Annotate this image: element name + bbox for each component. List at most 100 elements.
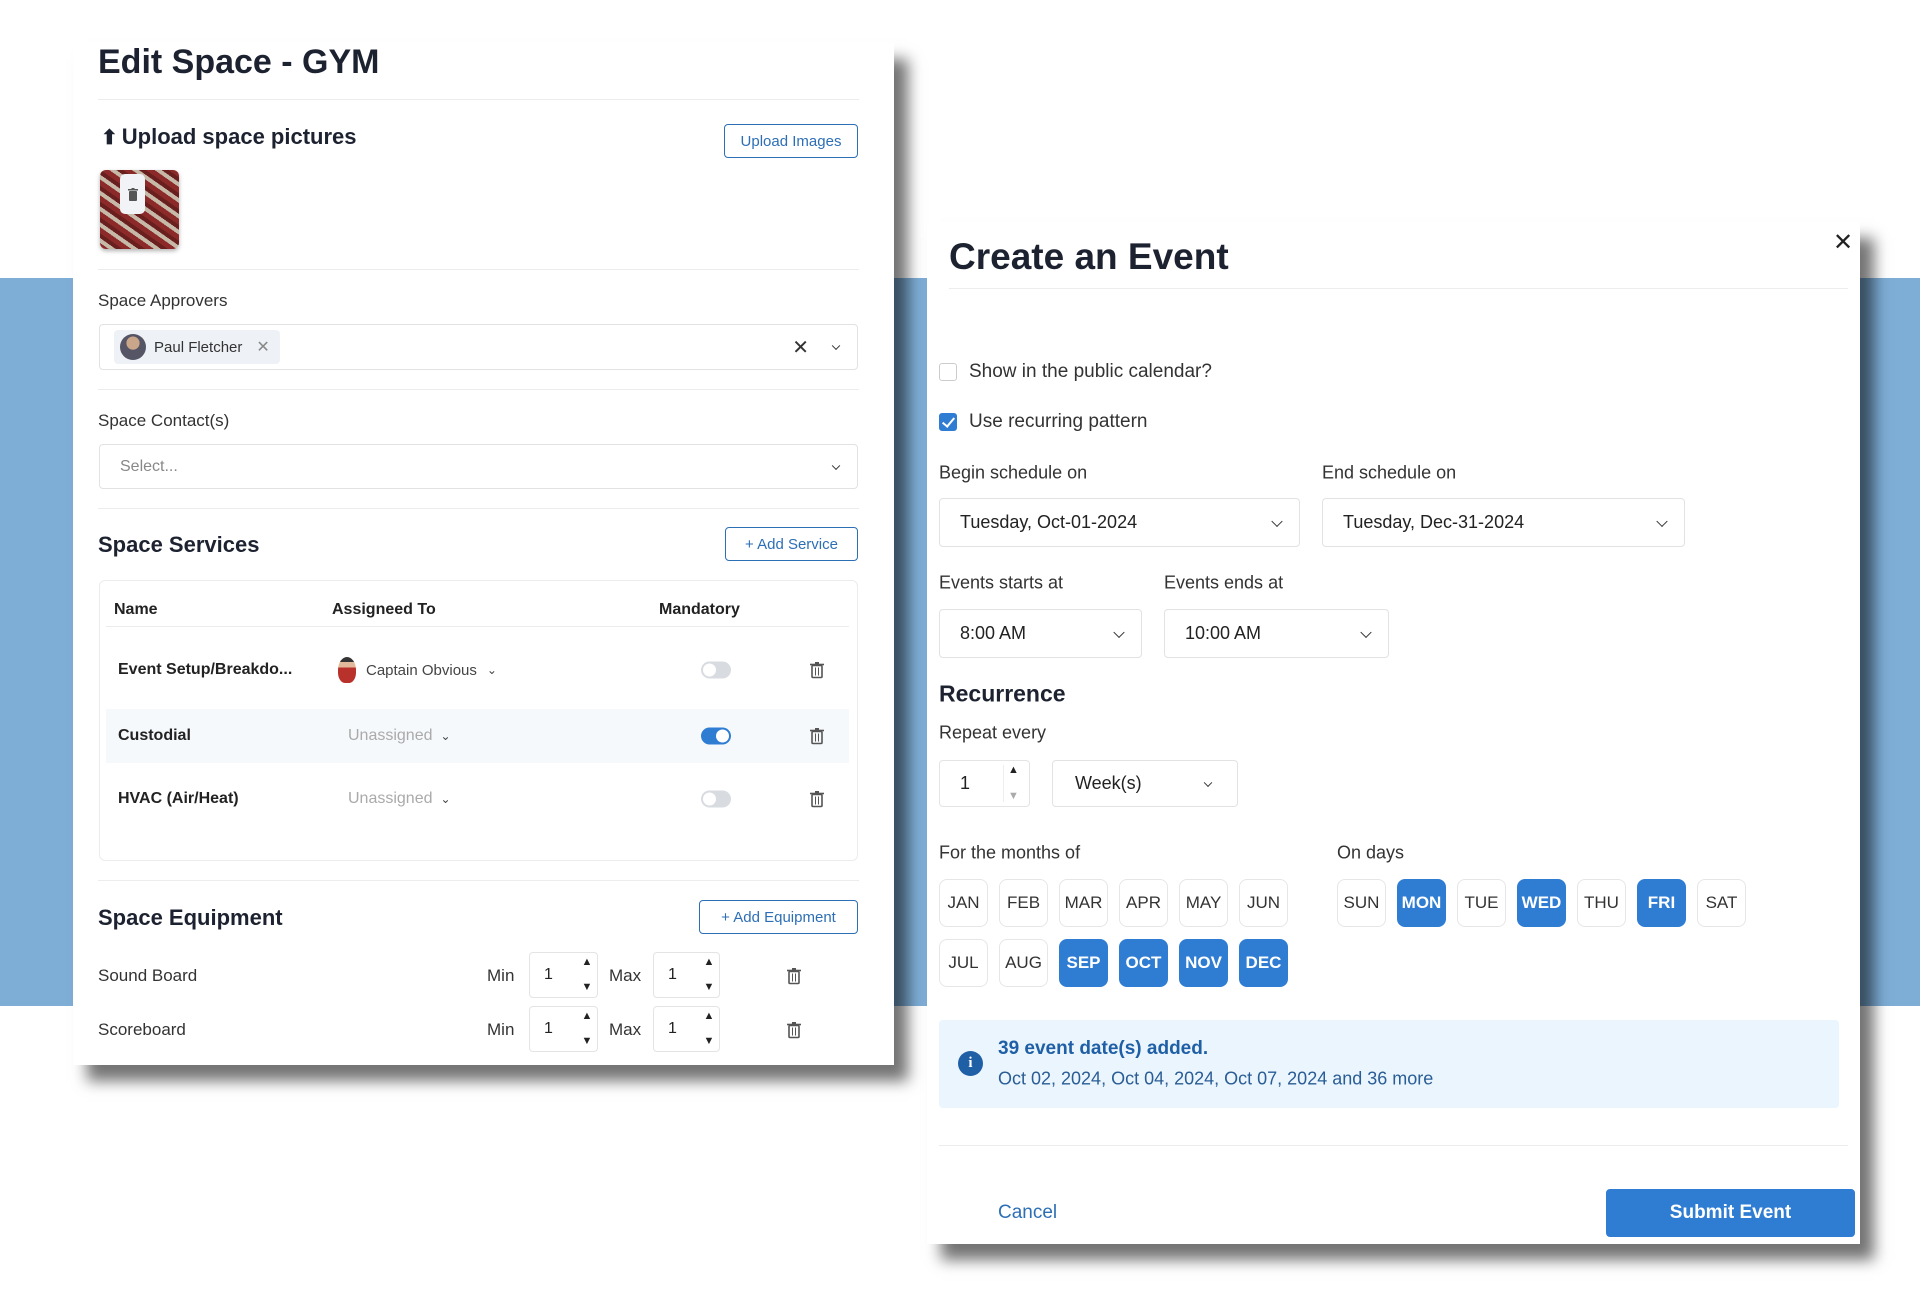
month-button-oct[interactable]: OCT [1119,939,1168,987]
month-button-jun[interactable]: JUN [1239,879,1288,927]
chevron-down-icon[interactable] [831,461,841,470]
min-stepper[interactable]: 1 ▲ ▼ [529,1006,598,1052]
recurring-label: Use recurring pattern [969,411,1148,432]
increment-icon[interactable]: ▲ [581,956,593,968]
service-name: HVAC (Air/Heat) [118,790,239,807]
month-button-nov[interactable]: NOV [1179,939,1228,987]
mandatory-toggle[interactable] [701,661,731,679]
max-stepper[interactable]: 1 ▲ ▼ [653,952,720,998]
assignee-dropdown[interactable]: Captain Obvious ⌄ [338,657,497,683]
decrement-icon[interactable]: ▼ [703,981,715,993]
mandatory-toggle[interactable] [701,790,731,808]
clear-icon[interactable]: ✕ [792,336,809,359]
chevron-down-icon [1360,626,1372,638]
services-heading: Space Services [98,532,260,557]
month-button-apr[interactable]: APR [1119,879,1168,927]
contacts-label: Space Contact(s) [98,411,230,430]
decrement-icon[interactable]: ▼ [581,1035,593,1047]
submit-event-button[interactable]: Submit Event [1606,1189,1855,1237]
month-button-sep[interactable]: SEP [1059,939,1108,987]
max-label: Max [609,1020,642,1039]
day-button-tue[interactable]: TUE [1457,879,1506,927]
recurrence-heading: Recurrence [939,680,1066,707]
info-title: 39 event date(s) added. [998,1038,1209,1059]
equipment-row: Scoreboard Min 1 ▲ ▼ Max 1 ▲ ▼ [73,1006,894,1054]
chevron-down-icon [1271,515,1283,527]
recurring-checkbox[interactable] [939,413,957,431]
decrement-icon[interactable]: ▼ [581,981,593,993]
day-button-wed[interactable]: WED [1517,879,1566,927]
column-header-assigned: Assigneed To [332,601,436,618]
assignee-dropdown[interactable]: Unassigned ⌄ [348,790,451,807]
increment-icon[interactable]: ▲ [581,1010,593,1022]
chevron-down-icon [1113,626,1125,638]
table-row: Event Setup/Breakdo... Captain Obvious ⌄ [106,643,849,697]
trash-icon[interactable] [810,728,824,745]
month-button-aug[interactable]: AUG [999,939,1048,987]
equipment-name: Scoreboard [98,1020,186,1039]
chevron-down-icon: ⌄ [440,792,451,806]
approvers-label: Space Approvers [98,291,228,310]
max-stepper[interactable]: 1 ▲ ▼ [653,1006,720,1052]
month-button-may[interactable]: MAY [1179,879,1228,927]
day-button-sat[interactable]: SAT [1697,879,1746,927]
table-row: HVAC (Air/Heat) Unassigned ⌄ [106,772,849,826]
delete-picture-button[interactable] [120,174,145,214]
increment-icon[interactable]: ▲ [703,956,715,968]
remove-approver-icon[interactable]: ✕ [256,339,270,356]
service-name: Custodial [118,727,191,744]
month-button-dec[interactable]: DEC [1239,939,1288,987]
repeat-unit-select[interactable]: Week(s) [1052,760,1238,807]
avatar [338,657,356,683]
info-detail: Oct 02, 2024, Oct 04, 2024, Oct 07, 2024… [998,1068,1434,1089]
public-calendar-checkbox[interactable] [939,363,957,381]
info-icon: i [958,1051,983,1076]
public-calendar-label: Show in the public calendar? [969,361,1212,382]
min-label: Min [487,966,515,985]
equipment-row: Sound Board Min 1 ▲ ▼ Max 1 ▲ ▼ [73,952,894,1000]
increment-icon[interactable]: ▲ [1008,764,1019,776]
trash-icon[interactable] [810,791,824,808]
upload-images-button[interactable]: Upload Images [724,124,858,158]
increment-icon[interactable]: ▲ [703,1010,715,1022]
ends-label: Events ends at [1164,572,1284,593]
decrement-icon[interactable]: ▼ [703,1035,715,1047]
month-button-mar[interactable]: MAR [1059,879,1108,927]
trash-icon[interactable] [787,968,801,985]
decrement-icon[interactable]: ▼ [1008,790,1019,802]
min-stepper[interactable]: 1 ▲ ▼ [529,952,598,998]
approver-chip: Paul Fletcher ✕ [114,330,280,364]
end-time-select[interactable]: 10:00 AM [1164,609,1389,658]
modal-title: Create an Event [949,236,1229,277]
trash-icon[interactable] [810,662,824,679]
cancel-button[interactable]: Cancel [998,1202,1058,1223]
add-equipment-button[interactable]: + Add Equipment [699,900,858,934]
end-date-select[interactable]: Tuesday, Dec-31-2024 [1322,498,1685,547]
column-header-name: Name [114,601,158,618]
mandatory-toggle[interactable] [701,727,731,745]
start-time-select[interactable]: 8:00 AM [939,609,1142,658]
add-service-button[interactable]: + Add Service [725,527,858,561]
repeat-interval-stepper[interactable]: 1 ▲ ▼ [939,760,1030,807]
month-button-feb[interactable]: FEB [999,879,1048,927]
chevron-down-icon[interactable] [831,341,841,351]
column-header-mandatory: Mandatory [659,601,740,618]
space-picture-thumbnail [100,170,179,249]
trash-icon[interactable] [787,1022,801,1039]
day-button-mon[interactable]: MON [1397,879,1446,927]
day-button-fri[interactable]: FRI [1637,879,1686,927]
close-icon[interactable]: ✕ [1833,229,1854,256]
day-button-sun[interactable]: SUN [1337,879,1386,927]
month-button-jul[interactable]: JUL [939,939,988,987]
day-button-thu[interactable]: THU [1577,879,1626,927]
divider [98,508,859,509]
assignee-dropdown[interactable]: Unassigned ⌄ [348,727,451,744]
chevron-down-icon: ⌄ [440,729,451,743]
end-label: End schedule on [1322,462,1457,483]
month-button-jan[interactable]: JAN [939,879,988,927]
services-table: Name Assigneed To Mandatory Event Setup/… [99,580,858,861]
begin-date-select[interactable]: Tuesday, Oct-01-2024 [939,498,1300,547]
divider [98,389,859,390]
approvers-select[interactable]: Paul Fletcher ✕ ✕ [99,324,858,370]
contacts-select[interactable]: Select... [99,444,858,489]
